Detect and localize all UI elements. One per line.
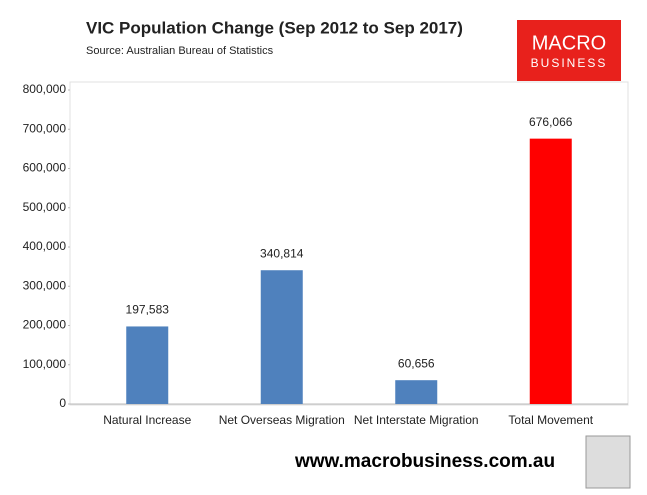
x-tick-label: Net Interstate Migration: [353, 413, 479, 427]
y-tick-label: 600,000: [23, 161, 67, 175]
y-tick-label: 800,000: [23, 82, 67, 96]
y-tick-label: 500,000: [23, 200, 67, 214]
x-tick-label-box: Net Interstate Migration: [353, 413, 479, 427]
y-tick-label: 400,000: [23, 239, 67, 253]
data-label: 676,066: [529, 115, 573, 129]
logo-box: [517, 20, 621, 81]
y-tick-label: 100,000: [23, 357, 67, 371]
logo-text: MACRO: [532, 32, 606, 54]
plot-frame: [69, 81, 629, 406]
y-tick-label: 700,000: [23, 121, 67, 135]
bar: [395, 380, 438, 404]
x-tick-label-box: Net Overseas Migration: [218, 413, 345, 427]
bar: [260, 270, 303, 404]
chart-title: VIC Population Change (Sep 2012 to Sep 2…: [86, 18, 463, 37]
x-tick-label-box: Natural Increase: [103, 413, 192, 427]
data-label: 197,583: [126, 303, 170, 317]
fox-icon: [585, 435, 631, 489]
x-tick-label: Net Overseas Migration: [218, 413, 345, 427]
footer-url: www.macrobusiness.com.au: [294, 451, 555, 472]
y-tick-label: 200,000: [23, 318, 67, 332]
data-label: 340,814: [260, 246, 304, 260]
y-tick-label: 0: [59, 396, 66, 410]
bar: [126, 326, 169, 404]
logo-text: BUSINESS: [531, 56, 608, 70]
x-tick-label-box: Total Movement: [508, 413, 594, 427]
y-tick-label: 300,000: [23, 278, 67, 292]
chart-subtitle: Source: Australian Bureau of Statistics: [86, 45, 274, 57]
data-label: 60,656: [398, 356, 435, 370]
x-tick-label: Natural Increase: [103, 413, 192, 427]
bar: [529, 138, 572, 404]
x-tick-label: Total Movement: [508, 413, 594, 427]
